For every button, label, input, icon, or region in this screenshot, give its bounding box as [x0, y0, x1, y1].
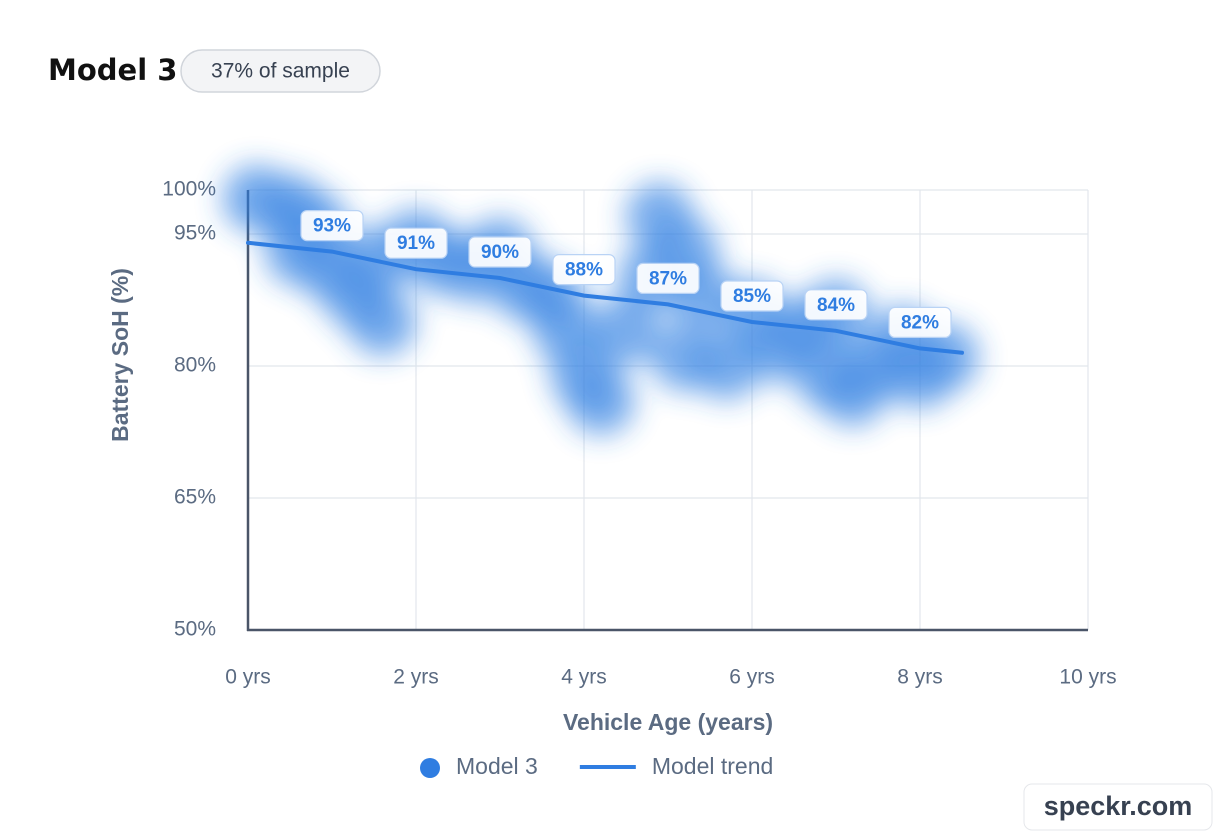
x-tick-label: 10 yrs: [1059, 666, 1116, 689]
x-axis-title: Vehicle Age (years): [563, 709, 773, 735]
data-label: 91%: [397, 233, 435, 254]
data-label: 93%: [313, 216, 351, 237]
legend-marker: [420, 758, 440, 778]
y-tick-label: 100%: [162, 178, 216, 201]
scatter-point: [348, 288, 417, 356]
data-label-box: [804, 289, 868, 321]
data-label-box: [552, 254, 616, 286]
x-tick-label: 2 yrs: [393, 666, 439, 689]
data-label: 84%: [817, 295, 855, 316]
badge: [180, 49, 381, 93]
data-label: 88%: [565, 260, 603, 281]
data-label-box: [888, 306, 952, 338]
scatter-point: [592, 296, 660, 365]
y-tick-label: 65%: [174, 486, 216, 509]
scatter-point: [566, 367, 635, 436]
data-label: 85%: [733, 286, 771, 307]
data-label: 90%: [481, 242, 519, 263]
legend-label: Model trend: [652, 753, 773, 779]
watermark-box: [1023, 783, 1213, 831]
y-axis-title: Battery SoH (%): [107, 268, 133, 442]
data-label: 87%: [649, 268, 687, 289]
x-tick-label: 6 yrs: [729, 666, 775, 689]
data-label: 82%: [901, 312, 939, 333]
scatter-point: [911, 323, 980, 392]
legend-label: Model 3: [456, 753, 538, 779]
chart-title: Model 3: [48, 53, 177, 87]
badge-text: 37% of sample: [211, 60, 350, 83]
y-tick-label: 80%: [174, 354, 216, 377]
x-tick-label: 8 yrs: [897, 666, 943, 689]
watermark: speckr.com: [1044, 791, 1193, 821]
trend-line: [246, 240, 964, 355]
data-label-box: [720, 280, 784, 312]
y-tick-label: 95%: [174, 222, 216, 245]
data-label-box: [300, 210, 364, 242]
x-tick-label: 0 yrs: [225, 666, 271, 689]
data-label-box: [384, 227, 448, 259]
data-label-box: [468, 236, 532, 268]
data-label-box: [636, 262, 700, 294]
x-tick-label: 4 yrs: [561, 666, 607, 689]
y-tick-label: 50%: [174, 618, 216, 641]
